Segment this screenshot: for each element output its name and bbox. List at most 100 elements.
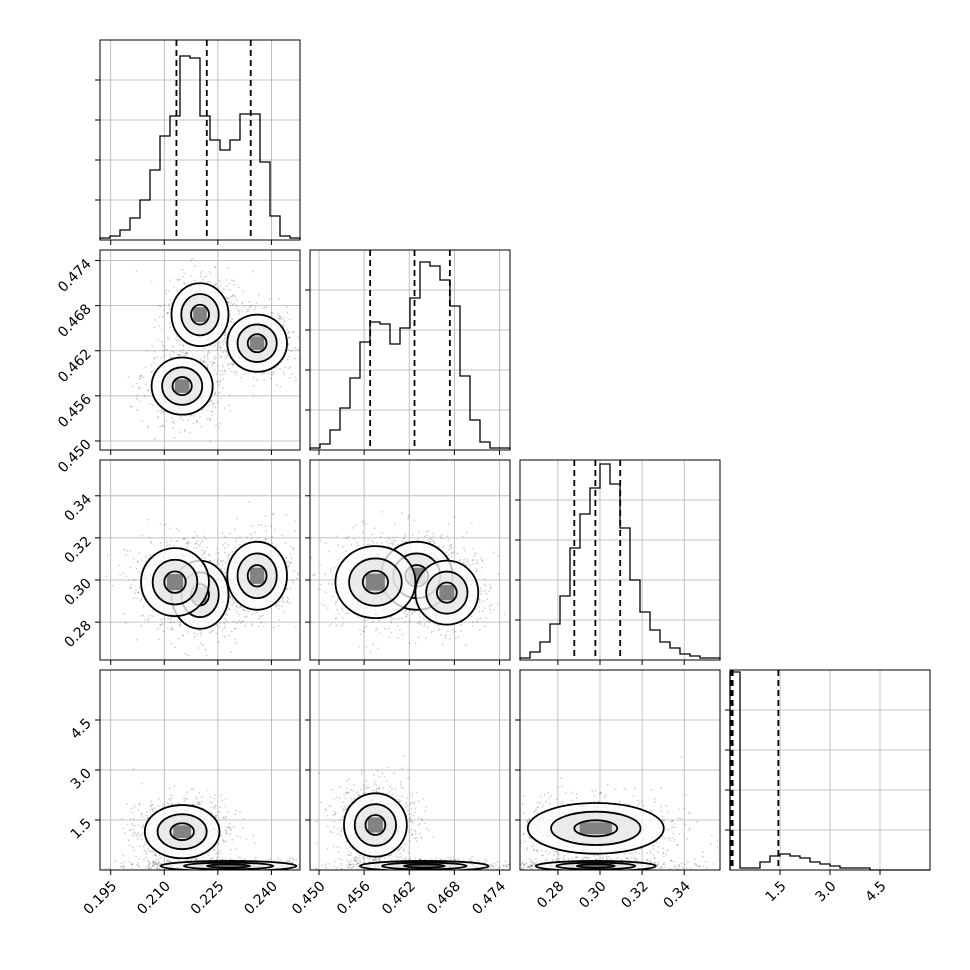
sample-point bbox=[171, 350, 174, 353]
sample-point bbox=[122, 854, 125, 857]
sample-point bbox=[172, 427, 174, 429]
sample-point bbox=[173, 422, 176, 425]
sample-point bbox=[282, 323, 285, 326]
sample-point bbox=[406, 613, 408, 616]
sample-point bbox=[145, 811, 148, 813]
sample-point bbox=[288, 336, 291, 338]
sample-point bbox=[176, 289, 178, 292]
sample-point bbox=[417, 636, 420, 639]
sample-point bbox=[289, 377, 291, 379]
x-tick-label: 4.5 bbox=[863, 878, 890, 905]
sample-point bbox=[213, 284, 216, 287]
sample-point bbox=[283, 320, 286, 323]
sample-point bbox=[165, 523, 168, 526]
sample-point bbox=[108, 867, 110, 870]
sample-point bbox=[470, 522, 473, 524]
sample-point bbox=[186, 859, 189, 861]
sample-point bbox=[200, 633, 202, 636]
sample-point bbox=[488, 590, 490, 593]
sample-point bbox=[207, 871, 209, 873]
sample-point bbox=[228, 532, 231, 535]
sample-point bbox=[225, 341, 227, 344]
sample-point bbox=[427, 620, 430, 623]
sample-point bbox=[184, 653, 187, 655]
scatter-panel bbox=[99, 249, 301, 451]
sample-point bbox=[168, 338, 171, 341]
sample-point bbox=[222, 351, 225, 353]
sample-point bbox=[200, 541, 202, 544]
sample-point bbox=[275, 604, 278, 607]
sample-point bbox=[139, 377, 142, 380]
sample-point bbox=[158, 864, 161, 867]
sample-point bbox=[235, 299, 238, 301]
sample-point bbox=[181, 634, 184, 637]
sample-point bbox=[204, 361, 207, 364]
sample-point bbox=[140, 375, 143, 378]
sample-point bbox=[330, 571, 332, 574]
sample-point bbox=[381, 541, 383, 544]
sample-point bbox=[234, 608, 236, 611]
sample-point bbox=[484, 585, 487, 588]
sample-point bbox=[282, 317, 285, 320]
sample-point bbox=[282, 596, 284, 598]
sample-point bbox=[511, 590, 513, 592]
sample-point bbox=[235, 371, 238, 373]
sample-point bbox=[444, 634, 447, 637]
sample-point bbox=[280, 605, 283, 608]
sample-point bbox=[277, 604, 280, 607]
sample-point bbox=[285, 514, 287, 516]
sample-point bbox=[485, 616, 487, 619]
sample-point bbox=[168, 353, 171, 356]
sample-point bbox=[414, 611, 417, 613]
sample-point bbox=[141, 816, 144, 819]
sample-point bbox=[264, 515, 267, 517]
sample-point bbox=[328, 624, 331, 627]
sample-point bbox=[129, 586, 132, 589]
sample-point bbox=[169, 618, 172, 621]
sample-point bbox=[227, 557, 230, 560]
grid-lines bbox=[557, 460, 685, 660]
sample-point bbox=[291, 579, 294, 581]
sample-point bbox=[335, 600, 337, 603]
sample-point bbox=[328, 871, 330, 873]
sample-point bbox=[341, 616, 344, 619]
sample-point bbox=[296, 577, 298, 580]
sample-point bbox=[167, 617, 170, 620]
sample-point bbox=[334, 603, 337, 606]
sample-point bbox=[466, 561, 469, 564]
sample-point bbox=[453, 516, 456, 519]
sample-point bbox=[262, 614, 264, 617]
sample-point bbox=[336, 598, 339, 601]
sample-point bbox=[353, 537, 356, 540]
sample-point bbox=[219, 356, 222, 359]
sample-point bbox=[224, 369, 226, 371]
sample-point bbox=[130, 405, 132, 408]
sample-point bbox=[148, 867, 151, 870]
sample-point bbox=[470, 616, 473, 618]
sample-point bbox=[451, 628, 454, 631]
sample-point bbox=[132, 385, 134, 388]
sample-point bbox=[412, 611, 415, 613]
sample-point bbox=[355, 541, 358, 544]
sample-point bbox=[224, 332, 227, 334]
sample-point bbox=[248, 501, 250, 503]
sample-point bbox=[201, 409, 204, 411]
sample-point bbox=[254, 531, 256, 534]
sample-point bbox=[170, 302, 173, 304]
sample-point bbox=[225, 350, 228, 353]
sample-point bbox=[454, 637, 457, 639]
sample-point bbox=[230, 630, 233, 633]
sample-point bbox=[141, 534, 144, 537]
sample-point bbox=[171, 626, 174, 628]
sample-point bbox=[118, 564, 121, 567]
sample-point bbox=[361, 531, 364, 534]
sample-point bbox=[284, 542, 287, 544]
sample-point bbox=[488, 605, 491, 608]
sample-point bbox=[186, 352, 189, 355]
sample-point bbox=[180, 416, 183, 418]
sample-point bbox=[185, 351, 187, 354]
sample-point bbox=[210, 399, 213, 402]
sample-point bbox=[192, 536, 195, 539]
sample-point bbox=[196, 421, 198, 423]
sample-point bbox=[286, 328, 288, 331]
